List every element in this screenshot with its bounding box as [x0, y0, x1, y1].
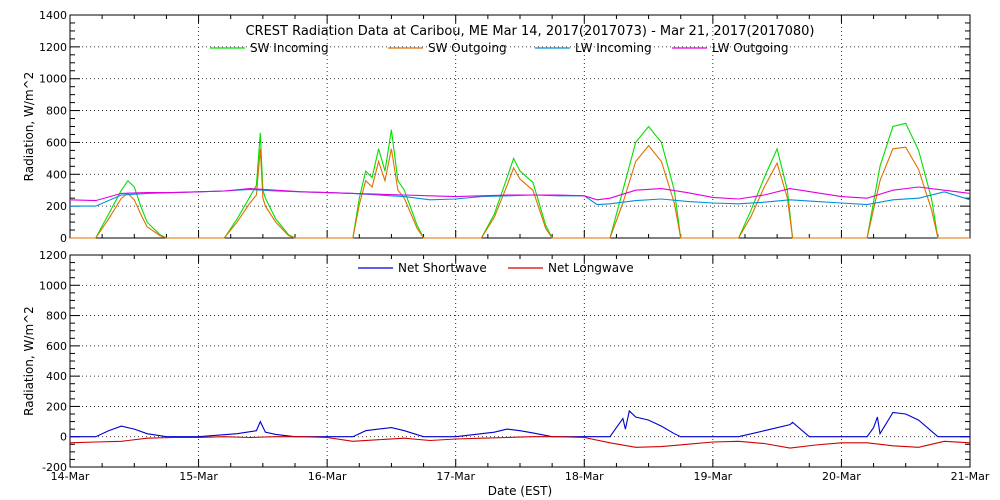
x-tick-label: 20-Mar	[822, 470, 861, 483]
chart-title: CREST Radiation Data at Caribou, ME Mar …	[245, 24, 814, 39]
x-axis-label: Date (EST)	[488, 484, 552, 498]
y-tick-label: 1200	[39, 249, 67, 262]
y-tick-label: 200	[46, 400, 67, 413]
y-tick-label: 800	[46, 310, 67, 323]
y-tick-label: 1200	[39, 41, 67, 54]
y-axis-label: Radiation, W/m^2	[22, 306, 36, 416]
y-tick-label: 400	[46, 370, 67, 383]
y-tick-label: 1000	[39, 73, 67, 86]
y-tick-label: 600	[46, 340, 67, 353]
x-tick-label: 17-Mar	[436, 470, 475, 483]
legend-label: LW Outgoing	[712, 41, 789, 55]
y-tick-label: 800	[46, 105, 67, 118]
x-tick-label: 19-Mar	[693, 470, 732, 483]
legend-label: LW Incoming	[575, 41, 652, 55]
x-tick-label: 18-Mar	[565, 470, 604, 483]
series-line-net-sw	[70, 409, 970, 438]
plot-frame	[69, 14, 971, 239]
y-axis-label: Radiation, W/m^2	[22, 72, 36, 182]
series-line-sw-out	[70, 144, 970, 239]
y-tick-label: 0	[60, 431, 67, 444]
series-line-sw-in	[70, 122, 970, 239]
x-tick-label: 21-Mar	[951, 470, 990, 483]
y-tick-label: 600	[46, 136, 67, 149]
legend-label: SW Outgoing	[428, 41, 507, 55]
panel-1: 0 200 400 600 800 1000 1200 1400 Radiation, W/m^…	[22, 9, 971, 245]
y-tick-label: 0	[60, 232, 67, 245]
series-line-net-lw	[69, 436, 971, 449]
legend-label: SW Incoming	[250, 41, 329, 55]
legend-label: Net Longwave	[548, 261, 634, 275]
y-tick-label: 400	[46, 168, 67, 181]
y-tick-label: 200	[46, 200, 67, 213]
plot-frame	[69, 254, 971, 468]
x-tick-label: 16-Mar	[308, 470, 347, 483]
x-tick-label: 15-Mar	[179, 470, 218, 483]
y-tick-label: -200	[42, 461, 67, 474]
x-tick-label: 14-Mar	[51, 470, 90, 483]
y-tick-label: 1000	[39, 279, 67, 292]
y-tick-label: 1400	[39, 9, 67, 22]
panel-2: 14-Mar 15-Mar 16-Mar 17-Mar 18-Mar 19-Mar 20-M…	[22, 249, 990, 483]
series-line-lw-out	[69, 186, 971, 202]
legend-label: Net Shortwave	[398, 261, 487, 275]
